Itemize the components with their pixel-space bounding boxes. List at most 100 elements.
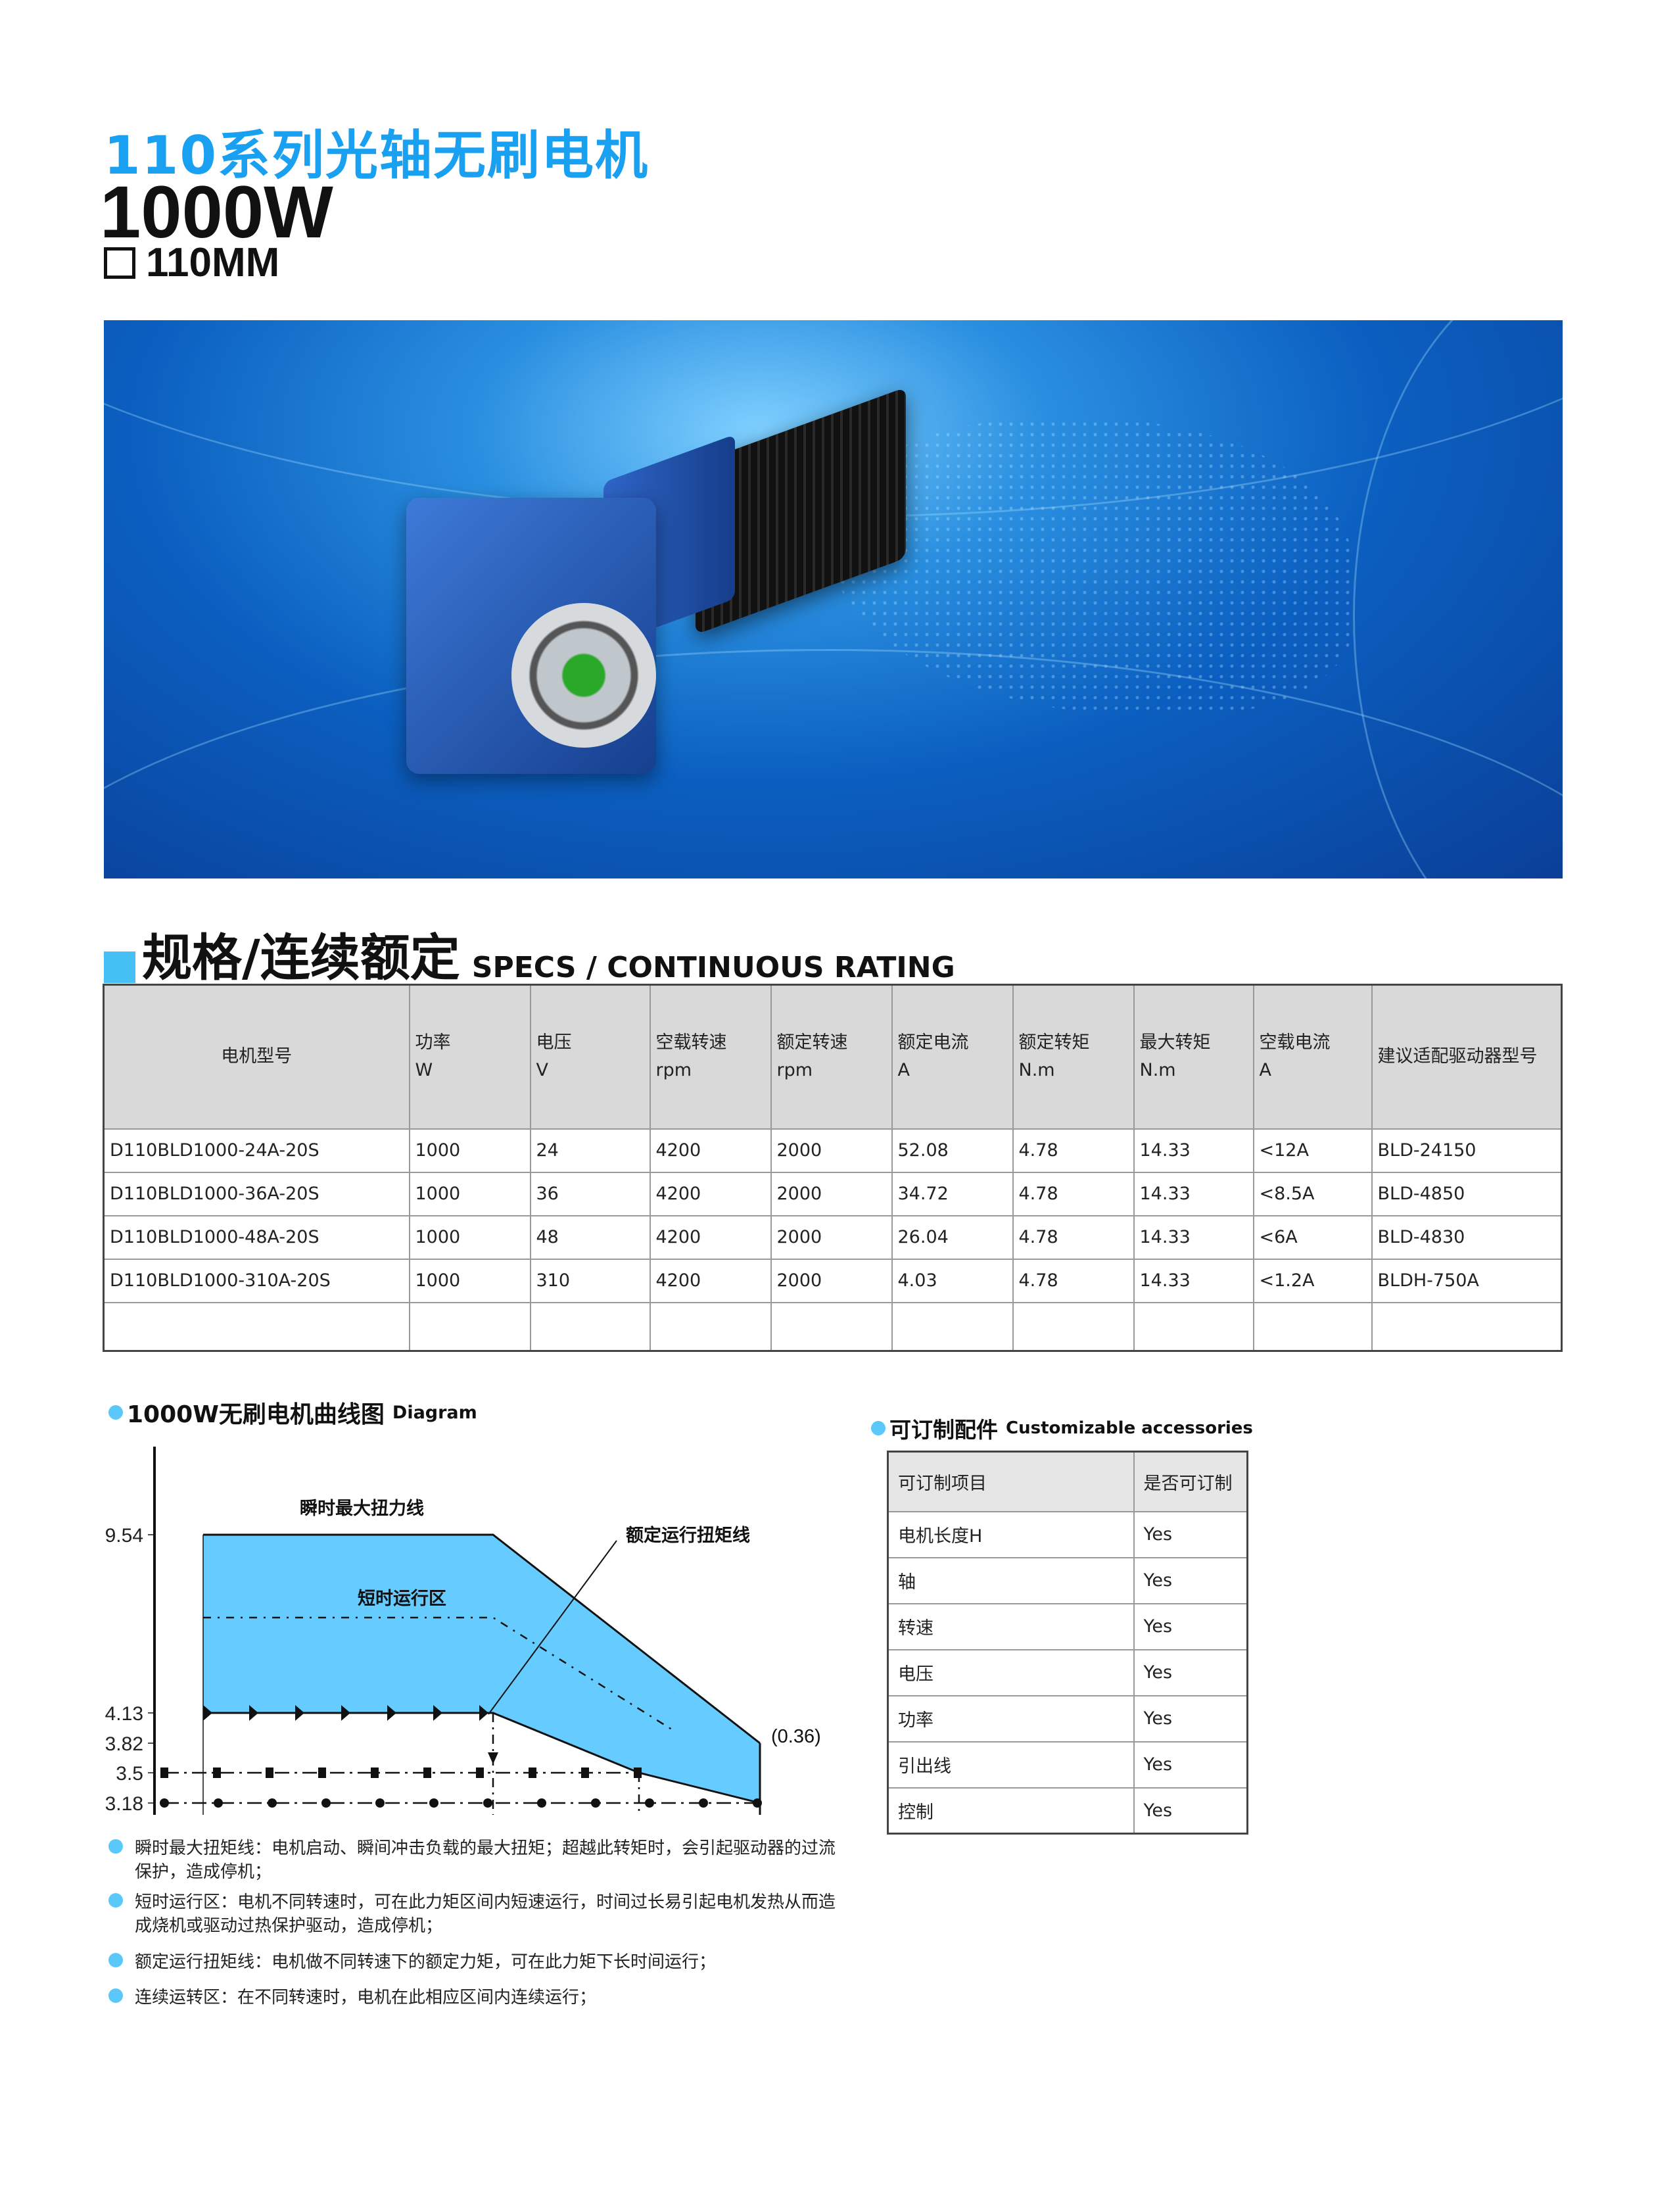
spec-cell: 36 — [529, 1171, 651, 1216]
accessories-column-header: 是否可订制 — [1133, 1451, 1248, 1512]
arrow-icon — [488, 1752, 498, 1764]
spec-row: D110BLD1000-48A-20S 1000 48 4200 2000 26.04 4.… — [103, 1214, 1563, 1260]
accessory-item: 电压 — [887, 1648, 1135, 1696]
spec-cell: BLD-4850 — [1371, 1171, 1563, 1216]
spec-column-header: 电压 V — [529, 984, 651, 1130]
spec-row: D110BLD1000-24A-20S 1000 24 4200 2000 52.08 4.… — [103, 1128, 1563, 1173]
spec-column-header: 额定转速 rpm — [770, 984, 893, 1130]
square-marker — [423, 1767, 431, 1778]
column-name: 建议适配驱动器型号 — [1377, 1046, 1538, 1067]
column-name: 电压 — [536, 1032, 572, 1053]
arrow-icon — [387, 1705, 396, 1721]
y-tick-label: 9.54 — [105, 1525, 143, 1547]
spec-cell — [891, 1301, 1014, 1352]
frame-size-text: 110MM — [146, 240, 280, 285]
accessory-item: 转速 — [887, 1602, 1135, 1650]
spec-cell — [1252, 1301, 1373, 1352]
square-marker — [266, 1767, 273, 1778]
spec-column-header: 功率 W — [408, 984, 531, 1130]
spec-cell: 48 — [529, 1214, 651, 1260]
circle-marker — [214, 1798, 223, 1808]
rated-line-leader — [488, 1540, 617, 1715]
spec-cell: 34.72 — [891, 1171, 1014, 1216]
annotation-end-value: (0.36) — [771, 1726, 821, 1747]
circle-marker — [645, 1798, 654, 1808]
specs-heading: 规格/连续额定 SPECS / CONTINUOUS RATING — [104, 917, 955, 990]
spec-cell: 4.78 — [1012, 1171, 1135, 1216]
torque-speed-chart: 9.544.133.823.53.185001000150020003000瞬时… — [105, 1447, 821, 1815]
diagram-title-zh: 1000W无刷电机曲线图 — [127, 1401, 385, 1428]
spec-cell: D110BLD1000-48A-20S — [103, 1214, 410, 1260]
spec-cell: 14.33 — [1133, 1214, 1254, 1260]
y-tick-label: 4.13 — [105, 1703, 143, 1725]
accessory-item: 引出线 — [887, 1741, 1135, 1789]
note-text: 连续运转区：在不同转速时，电机在此相应区间内连续运行； — [135, 1988, 597, 2008]
series-title: 110系列光轴无刷电机 — [104, 125, 649, 186]
y-tick-label: 3.5 — [116, 1763, 143, 1785]
y-tick-label: 3.82 — [105, 1733, 143, 1755]
square-marker — [581, 1767, 589, 1778]
accessory-row: 功率 Yes — [887, 1695, 1248, 1743]
note-text: 额定运行扭矩线：电机做不同转速下的额定力矩，可在此力矩下长时间运行； — [135, 1952, 717, 1972]
arrow-icon — [479, 1705, 488, 1721]
spec-cell: BLDH-750A — [1371, 1258, 1563, 1303]
spec-cell — [1371, 1301, 1563, 1352]
column-unit: rpm — [776, 1060, 813, 1081]
spec-column-header: 额定电流 A — [891, 984, 1014, 1130]
circle-marker — [268, 1798, 277, 1808]
accessory-item: 控制 — [887, 1787, 1135, 1835]
legend-note: 额定运行扭矩线：电机做不同转速下的额定力矩，可在此力矩下长时间运行； — [108, 1950, 838, 1974]
accessories-table: 可订制项目 是否可订制 电机长度H Yes 轴 Yes 转速 Yes 电压 Yes 功率 Yes 引出线… — [887, 1451, 1248, 1835]
diagram-heading: 1000W无刷电机曲线图 Diagram — [108, 1395, 477, 1430]
spec-column-header: 电机型号 — [103, 984, 410, 1130]
customizable-value: Yes — [1133, 1556, 1248, 1604]
column-name: 额定转矩 — [1018, 1032, 1090, 1053]
customizable-value: Yes — [1133, 1695, 1248, 1743]
customizable-value: Yes — [1133, 1602, 1248, 1650]
accessories-title-en: Customizable accessories — [1006, 1418, 1253, 1438]
circle-marker — [160, 1798, 169, 1808]
column-unit: N.m — [1139, 1060, 1176, 1081]
spec-cell — [649, 1301, 772, 1352]
accessories-header-row: 可订制项目 是否可订制 — [887, 1451, 1248, 1512]
arrow-icon — [295, 1705, 304, 1721]
spec-table: 电机型号 功率 W 电压 V 空载转速 rpm 额定转速 rpm 额定电流 A 额定转矩 N.m 最大转矩… — [103, 984, 1563, 1352]
accessory-row: 轴 Yes — [887, 1556, 1248, 1604]
spec-cell — [529, 1301, 651, 1352]
diagram-title-en: Diagram — [392, 1402, 477, 1423]
accessories-column-header: 可订制项目 — [887, 1451, 1135, 1512]
spec-row: D110BLD1000-36A-20S 1000 36 4200 2000 34.72 4.… — [103, 1171, 1563, 1216]
column-unit: A — [897, 1060, 910, 1081]
spec-cell: 1000 — [408, 1128, 531, 1173]
product-banner — [104, 320, 1563, 878]
spec-cell: 24 — [529, 1128, 651, 1173]
square-marker — [160, 1767, 168, 1778]
note-text: 瞬时最大扭矩线：电机启动、瞬间冲击负载的最大扭矩；超越此转矩时，会引起驱动器的过… — [135, 1839, 836, 1882]
spec-cell: 14.33 — [1133, 1171, 1254, 1216]
accessory-row: 控制 Yes — [887, 1787, 1248, 1835]
spec-cell: <1.2A — [1252, 1258, 1373, 1303]
customizable-value: Yes — [1133, 1787, 1248, 1835]
arrow-icon — [433, 1705, 442, 1721]
square-marker — [634, 1767, 642, 1778]
spec-empty-row — [103, 1301, 1563, 1352]
spec-cell — [408, 1301, 531, 1352]
annotation-short-zone: 短时运行区 — [358, 1588, 446, 1608]
square-marker — [318, 1767, 326, 1778]
bullet-icon — [108, 1988, 123, 2003]
peak-torque-line — [203, 1533, 761, 1744]
arrow-icon — [249, 1705, 258, 1721]
spec-cell: 4200 — [649, 1214, 772, 1260]
bullet-icon — [108, 1839, 123, 1854]
bullet-icon — [108, 1405, 123, 1420]
column-name: 额定电流 — [897, 1032, 969, 1053]
spec-cell: BLD-4830 — [1371, 1214, 1563, 1260]
spec-cell: <6A — [1252, 1214, 1373, 1260]
square-marker — [371, 1767, 379, 1778]
accessory-item: 功率 — [887, 1695, 1135, 1743]
spec-cell — [1133, 1301, 1254, 1352]
spec-column-header: 建议适配驱动器型号 — [1371, 984, 1563, 1130]
spec-cell: BLD-24150 — [1371, 1128, 1563, 1173]
accessory-row: 转速 Yes — [887, 1602, 1248, 1650]
accessory-row: 电压 Yes — [887, 1648, 1248, 1696]
